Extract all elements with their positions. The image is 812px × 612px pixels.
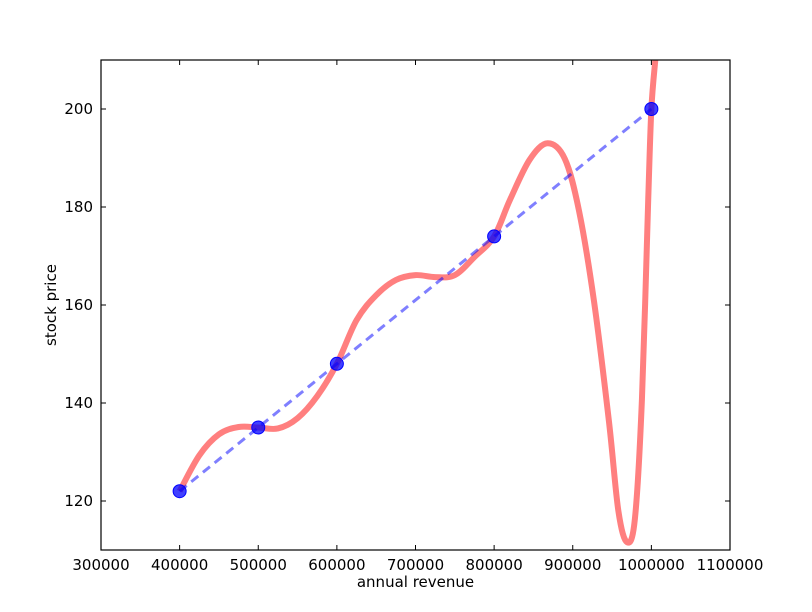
y-tick-label: 200 [64,100,93,118]
x-tick-label: 400000 [151,556,208,574]
data-point-marker [329,356,344,371]
x-tick-label: 1100000 [697,556,764,574]
x-tick-label: 300000 [72,556,129,574]
y-tick-label: 180 [64,198,93,216]
x-tick-label: 600000 [308,556,365,574]
x-tick-label: 1000000 [618,556,685,574]
x-tick-label: 500000 [230,556,287,574]
y-tick-label: 160 [64,296,93,314]
x-tick-label: 800000 [465,556,522,574]
x-axis: 300000 400000 500000 600000 700000 800000 9000… [72,60,763,574]
data-point-marker [644,102,659,116]
y-axis: 120 140 160 180 200 [64,100,730,510]
plot-area [172,60,659,546]
y-tick-label: 120 [64,492,93,510]
x-tick-label: 700000 [387,556,444,574]
data-point-marker [487,229,502,244]
x-axis-label: annual revenue [357,573,474,591]
data-point-marker [172,484,187,499]
data-point-marker [251,420,266,435]
y-axis-label: stock price [42,264,60,346]
x-tick-label: 900000 [544,556,601,574]
y-tick-label: 140 [64,394,93,412]
